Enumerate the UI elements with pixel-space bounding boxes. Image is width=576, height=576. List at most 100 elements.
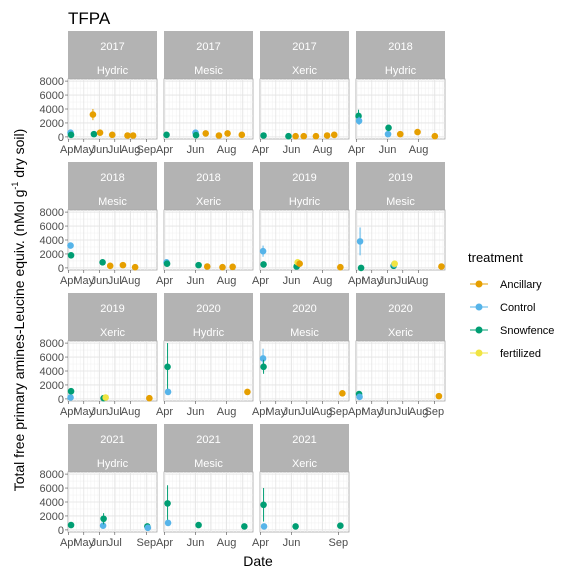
facet-strip-site: Mesic [194,458,223,470]
y-tick-label: 6000 [40,221,64,233]
facet-strip-site: Xeric [196,196,222,208]
x-axis-label: Date [243,553,273,569]
data-point [129,132,137,139]
x-tick-label: Jul [108,406,122,418]
facet-strip-year: 2021 [292,434,316,446]
x-tick-label: Apr [156,537,173,549]
data-point [260,501,267,509]
x-tick-label: Aug [409,144,429,156]
data-point [164,363,171,371]
x-tick-label: Aug [121,406,141,418]
facet-panel: 2017 Mesic Apr Jun Aug [156,31,254,156]
data-point [215,132,223,139]
facet-panel: 2018 Hydric Apr Jun Aug [348,31,446,156]
x-tick-label: Sep [137,537,157,549]
x-tick-label: Aug [313,275,333,287]
facet-strip-year: 2017 [196,41,220,53]
facet-strip-year: 2018 [196,172,220,184]
data-point [259,355,267,362]
data-point [144,524,152,532]
data-point [163,131,170,139]
data-point [99,259,106,266]
data-point [384,130,392,138]
data-point [337,263,344,271]
x-tick-label: Apr [156,275,173,287]
data-point [192,131,200,139]
y-axis-label-end: dry soil) [11,129,27,182]
x-tick-label: Apr [156,406,173,418]
data-point [355,112,362,120]
x-tick-label: Jun [187,406,205,418]
facet-strip-site: Mesic [194,65,223,77]
facet-strip [164,162,253,210]
x-tick-label: Sep [425,406,445,418]
x-tick-label: Aug [313,144,333,156]
data-point [67,242,74,249]
legend-key-dot [475,280,483,288]
facet-strip [260,162,349,210]
x-tick-label: Jun [187,144,205,156]
data-point [285,132,292,140]
y-axis-label: Total free primary amines-Leucine equiv.… [10,129,27,492]
x-tick-label: Jun [283,144,301,156]
facet-strip-year: 2021 [196,434,220,446]
y-tick-label: 6000 [40,483,64,495]
data-point [99,522,107,530]
facet-panel: 2021 Mesic Apr Jun Aug [156,424,254,549]
data-point [100,515,107,523]
data-point [259,247,267,255]
data-point [96,129,104,137]
legend-item: Ancillary [470,279,542,291]
x-tick-label: Jun [283,537,301,549]
data-point [195,261,202,269]
facet-strip-year: 2017 [100,41,124,53]
facet-strip [68,424,157,472]
x-tick-label: May [73,406,94,418]
facet-panel: 2019 Hydric Apr Jun Aug [252,162,350,287]
y-tick-label: 4000 [40,235,64,247]
y-tick-label: 2000 [40,511,64,523]
x-tick-label: Jun [91,275,109,287]
x-tick-label: May [361,406,382,418]
data-point [203,263,211,270]
x-tick-label: Jun [379,406,397,418]
facet-panel: 2020 Hydric Apr Jun Aug [156,293,254,418]
y-tick-label: 0 [58,525,64,537]
facet-panel: 2018 Xeric Apr Jun Aug [156,162,254,287]
legend-key-dot [475,349,483,357]
x-tick-label: Jul [108,275,122,287]
y-tick-label: 0 [58,132,64,144]
y-tick-label: 6000 [40,352,64,364]
data-point [219,263,226,271]
x-tick-label: Jun [379,144,397,156]
legend: treatment Ancillary Control Snowfence fertil… [468,250,554,360]
legend-item: fertilized [470,348,541,360]
facet-strip-site: Hydric [289,196,321,208]
y-tick-label: 4000 [40,497,64,509]
legend-label: Ancillary [500,279,542,291]
x-tick-label: May [73,144,94,156]
data-point [337,522,344,530]
y-tick-label: 8000 [40,207,64,219]
x-tick-label: Jun [91,144,109,156]
data-point [330,131,338,139]
x-tick-label: Jul [396,406,410,418]
facet-strip [356,162,445,210]
data-point [431,132,439,140]
x-tick-label: Sep [329,537,349,549]
data-point [163,260,171,268]
y-tick-label: 6000 [40,90,64,102]
facet-strip [356,293,445,341]
x-tick-label: Aug [121,144,141,156]
facet-strip [68,293,157,341]
legend-item: Snowfence [470,325,554,337]
x-tick-label: Aug [313,406,333,418]
facet-strip-site: Xeric [292,65,318,77]
data-point [292,132,299,140]
x-tick-label: Jun [91,537,109,549]
facet-strip-year: 2020 [388,303,412,315]
legend-key-dot [475,303,483,311]
data-point [102,394,109,401]
x-tick-label: Jun [187,537,205,549]
